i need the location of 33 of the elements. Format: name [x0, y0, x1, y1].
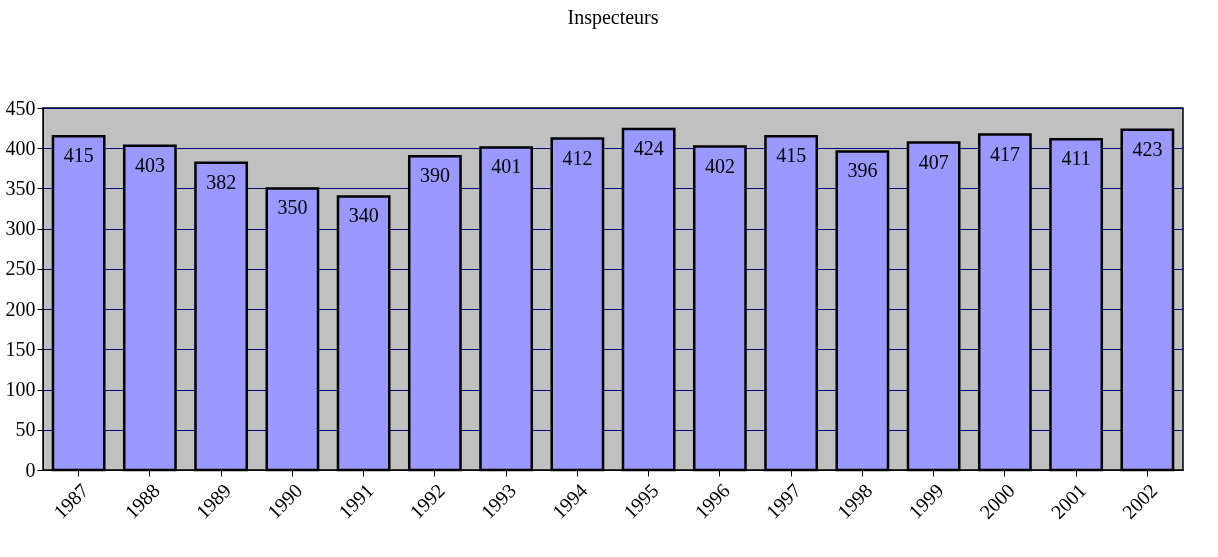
y-tick-label: 300 — [5, 217, 36, 240]
y-tick-label: 350 — [5, 176, 36, 199]
data-label: 390 — [419, 164, 450, 187]
y-tick-label: 400 — [5, 136, 36, 159]
x-tick-label: 1991 — [333, 479, 378, 523]
y-tick-label: 150 — [5, 337, 36, 360]
data-label: 411 — [1061, 147, 1091, 170]
data-label: 412 — [562, 146, 593, 169]
y-tick-label: 250 — [5, 257, 36, 280]
data-label: 417 — [989, 142, 1020, 165]
data-label: 403 — [134, 153, 165, 176]
data-label: 415 — [63, 144, 94, 167]
data-label: 396 — [847, 159, 878, 182]
chart-title: Inspecteurs — [567, 6, 659, 29]
x-tick-label: 1988 — [120, 479, 165, 523]
y-tick-label: 200 — [5, 297, 36, 320]
data-label: 415 — [776, 144, 807, 167]
data-label: 402 — [704, 154, 735, 177]
data-label: 423 — [1132, 137, 1163, 160]
data-label: 350 — [277, 196, 308, 219]
data-label: 407 — [918, 150, 949, 173]
y-tick-label: 0 — [25, 458, 36, 481]
x-tick-label: 1990 — [262, 479, 307, 523]
data-label: 401 — [491, 155, 522, 178]
data-label: 340 — [348, 204, 379, 227]
y-tick-label: 50 — [15, 418, 36, 441]
x-tick-label: 1989 — [191, 479, 236, 523]
y-tick-label: 450 — [5, 96, 36, 119]
data-label: 424 — [633, 136, 664, 159]
x-tick-label: 1992 — [405, 479, 450, 523]
y-tick-label: 100 — [5, 378, 36, 401]
data-label: 382 — [206, 170, 237, 193]
x-tick-label: 1999 — [903, 479, 948, 523]
